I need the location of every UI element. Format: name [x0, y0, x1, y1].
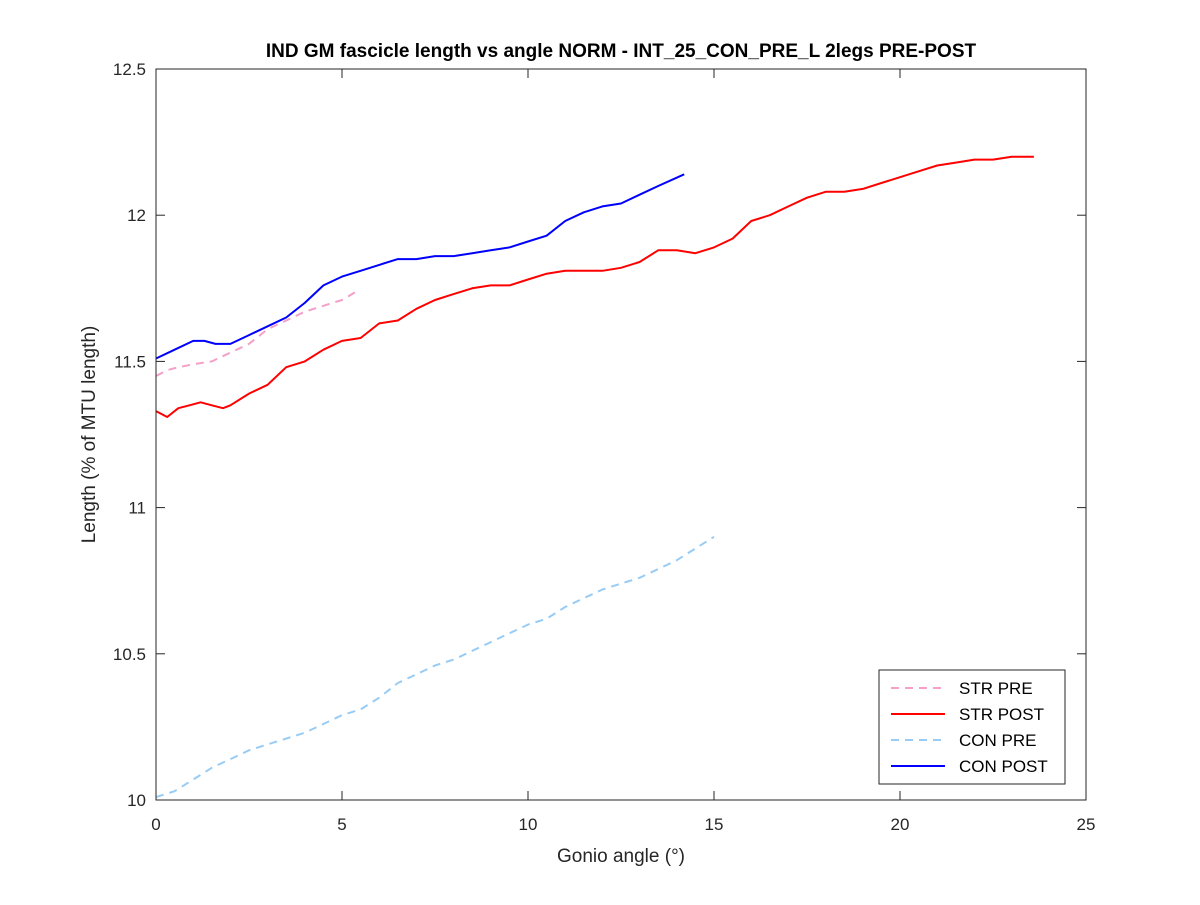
series-line-con-pre: [155, 535, 715, 799]
x-tick-label: 15: [705, 815, 724, 834]
y-tick-label: 10.5: [113, 645, 146, 664]
axes-box: [155, 68, 1087, 801]
x-tick-label: 10: [519, 815, 538, 834]
series-line-str-pre: [155, 290, 358, 377]
legend-label-str-pre: STR PRE: [959, 679, 1033, 698]
legend-label-str-post: STR POST: [959, 705, 1044, 724]
y-tick-label: 10: [127, 791, 146, 810]
y-tick-label: 12: [127, 206, 146, 225]
series-line-str-post: [155, 155, 1034, 418]
x-tick-label: 25: [1077, 815, 1096, 834]
legend-label-con-post: CON POST: [959, 757, 1048, 776]
y-tick-label: 12.5: [113, 60, 146, 79]
x-tick-label: 0: [151, 815, 160, 834]
legend: STR PRE STR POST CON PRE CON POST: [878, 669, 1066, 785]
series-line-con-post: [155, 173, 685, 360]
plot-area: 0 5 10 15 20 25 10 10.5 11 11.5 12 12.5: [113, 60, 1096, 834]
y-tick-label: 11.5: [114, 352, 146, 371]
y-axis-label: Length (% of MTU length): [79, 326, 100, 544]
x-axis-label: Gonio angle (°): [557, 846, 685, 867]
series-layer: [155, 155, 1034, 799]
legend-label-con-pre: CON PRE: [959, 731, 1036, 750]
chart-title: IND GM fascicle length vs angle NORM - I…: [266, 41, 977, 62]
x-tick-label: 20: [891, 815, 910, 834]
y-tick-label: 11: [128, 499, 146, 518]
y-axis-ticks: 10 10.5 11 11.5 12 12.5: [113, 60, 1086, 810]
x-axis-ticks: 0 5 10 15 20 25: [151, 69, 1095, 834]
x-tick-label: 5: [337, 815, 346, 834]
